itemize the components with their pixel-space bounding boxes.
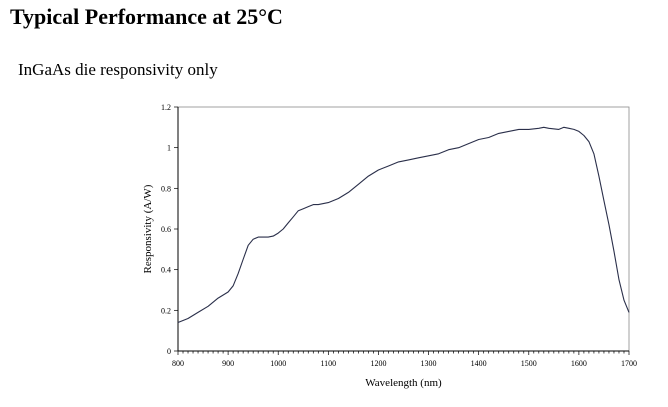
y-tick-label: 0.2 (161, 306, 171, 315)
y-axis-label: Responsivity (A/W) (142, 184, 154, 273)
y-tick-label: 0 (167, 347, 171, 356)
series-line-0 (177, 126, 630, 324)
x-tick-label: 900 (222, 359, 234, 368)
x-tick-label: 1600 (571, 359, 587, 368)
x-tick-label: 1300 (421, 359, 437, 368)
plot-area-frame (177, 106, 630, 352)
y-tick-label: 1.2 (161, 103, 171, 112)
chart-subtitle: InGaAs die responsivity only (18, 60, 218, 79)
y-tick-label: 0.4 (161, 266, 171, 275)
x-tick-label: 1200 (370, 359, 386, 368)
x-tick-label: 1400 (471, 359, 487, 368)
page-title: Typical Performance at 25°C (10, 4, 283, 29)
x-tick-label: 1500 (521, 359, 537, 368)
x-tick-label: 1700 (621, 359, 637, 368)
x-tick-label: 1000 (270, 359, 286, 368)
x-tick-label: 1100 (320, 359, 336, 368)
y-tick-label: 1 (167, 144, 171, 153)
x-tick-label: 800 (172, 359, 184, 368)
y-tick-label: 0.6 (161, 225, 171, 234)
y-tick-label: 0.8 (161, 184, 171, 193)
x-axis-label: Wavelength (nm) (365, 377, 442, 389)
